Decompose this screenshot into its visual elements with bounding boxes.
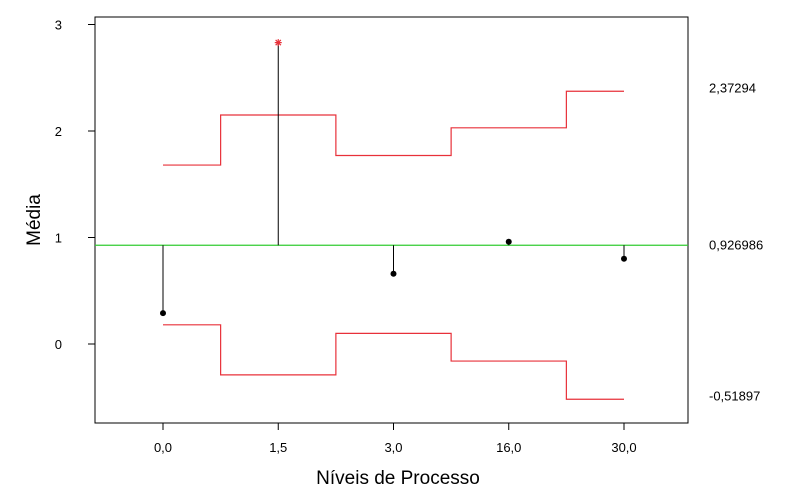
lower-control-limit bbox=[163, 324, 624, 400]
center-line-label: 0,926986 bbox=[709, 237, 763, 252]
upper-control-limit bbox=[163, 90, 624, 166]
mean-points bbox=[160, 39, 627, 317]
x-tick-label: 16,0 bbox=[496, 440, 521, 455]
x-axis: 0,0 1,5 3,0 16,0 30,0 bbox=[154, 423, 637, 455]
x-tick-label: 0,0 bbox=[154, 440, 172, 455]
upper-limit-label: 2,37294 bbox=[709, 80, 756, 95]
y-tick-label: 2 bbox=[55, 124, 62, 139]
mean-point bbox=[390, 270, 397, 277]
y-axis-title: Média bbox=[24, 194, 45, 246]
mean-point bbox=[621, 255, 627, 262]
y-axis: 0 1 2 3 bbox=[55, 18, 95, 352]
plot-frame bbox=[94, 16, 689, 424]
mean-point bbox=[160, 310, 166, 317]
y-tick-label: 0 bbox=[55, 337, 62, 352]
out-of-control-point bbox=[274, 39, 282, 47]
x-tick-label: 30,0 bbox=[611, 440, 636, 455]
lower-limit-label: -0,51897 bbox=[709, 388, 760, 403]
limit-labels: 2,37294 0,926986 -0,51897 bbox=[709, 80, 763, 403]
y-tick-label: 3 bbox=[55, 18, 62, 33]
x-axis-title: Níveis de Processo bbox=[316, 468, 480, 489]
control-limits bbox=[163, 90, 624, 400]
x-tick-label: 1,5 bbox=[269, 440, 287, 455]
mean-stems bbox=[162, 42, 625, 314]
y-tick-label: 1 bbox=[55, 231, 62, 246]
point-mark-d2 bbox=[275, 39, 282, 46]
mean-point bbox=[505, 238, 512, 245]
x-tick-label: 3,0 bbox=[384, 440, 402, 455]
